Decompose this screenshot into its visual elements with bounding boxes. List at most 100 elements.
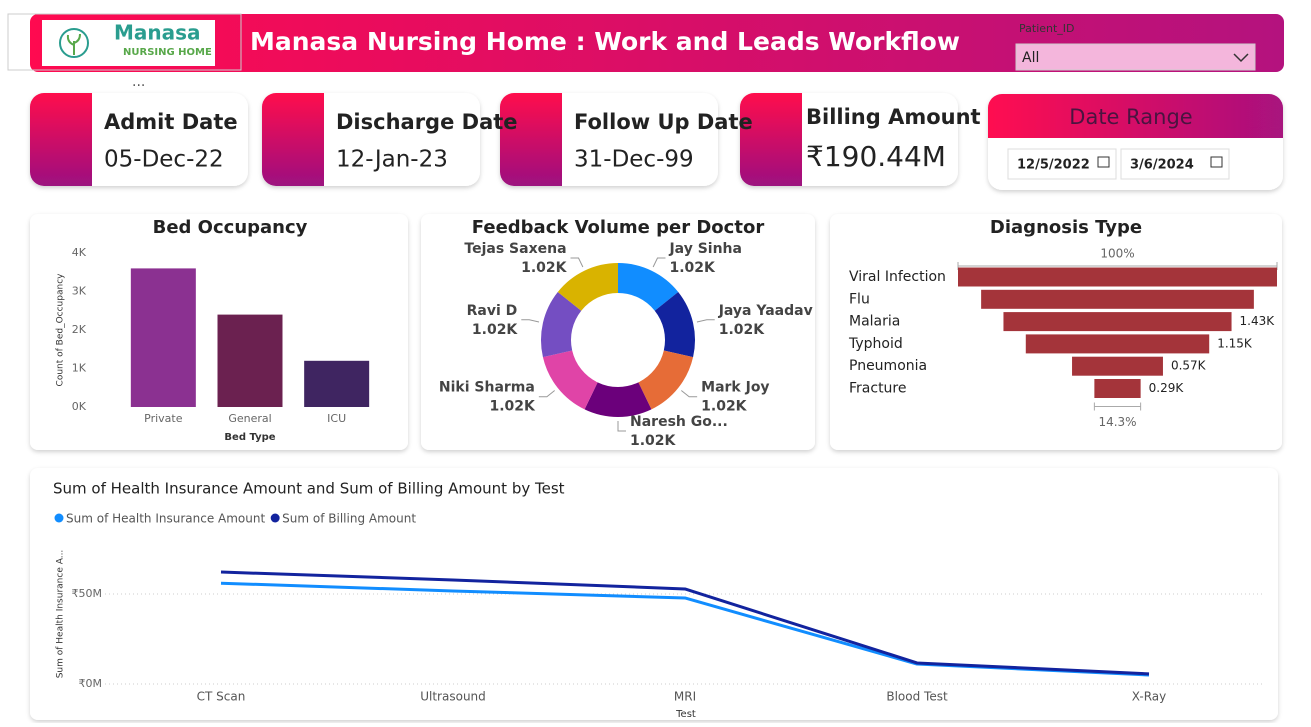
- slice-label: Naresh Go...: [630, 414, 728, 430]
- card-label: Follow Up Date: [574, 110, 753, 134]
- y-axis-label: Count of Bed_Occupancy: [56, 273, 66, 387]
- legend-marker: [54, 513, 64, 523]
- slice-label: Jaya Yaadav: [718, 303, 813, 319]
- slice: [540, 291, 582, 358]
- logo-name: Manasa: [114, 21, 201, 45]
- logo-frame: [7, 13, 242, 71]
- card-accent: [740, 93, 802, 186]
- funnel-bar: [981, 289, 1254, 309]
- calendar-icon: [1210, 156, 1223, 168]
- y-tick-label: 0K: [72, 400, 87, 413]
- y-tick-label: 4K: [72, 246, 87, 259]
- more-options[interactable]: ···: [132, 78, 145, 94]
- bar: [217, 314, 283, 407]
- slice: [618, 263, 679, 311]
- panel: [421, 214, 815, 450]
- leader-line: [521, 319, 540, 323]
- x-tick-label: Private: [144, 412, 183, 425]
- leader-line: [681, 390, 698, 398]
- funnel-bar: [1025, 334, 1210, 354]
- kpi-card: [740, 93, 958, 186]
- y-tick-label: ₹50M: [72, 587, 103, 600]
- series-line: [220, 570, 1150, 676]
- kpi-card: [500, 93, 718, 186]
- slicer-value: All: [1022, 50, 1039, 66]
- leader-line: [652, 257, 666, 268]
- funnel-top-label: 100%: [1100, 247, 1134, 261]
- card-label: Billing Amount: [806, 105, 981, 129]
- chart-title: Feedback Volume per Doctor: [472, 217, 765, 238]
- slice-value: 1.02K: [521, 260, 568, 276]
- legend-label: Sum of Billing Amount: [282, 512, 416, 526]
- slice-value: 1.02K: [719, 322, 766, 338]
- funnel-bar: [958, 267, 1277, 287]
- slicer-dropdown[interactable]: [1015, 43, 1256, 71]
- slice: [584, 382, 652, 417]
- slice-value: 1.02K: [701, 399, 748, 415]
- date-start: 12/5/2022: [1017, 158, 1090, 173]
- date-end: 3/6/2024: [1130, 158, 1194, 173]
- y-tick-label: 1K: [72, 362, 87, 375]
- slice-label: Tejas Saxena: [464, 241, 566, 257]
- category-label: Flu: [849, 291, 870, 307]
- logo-icon: [66, 33, 81, 55]
- x-axis-label: Bed Type: [224, 432, 275, 443]
- calendar-icon: [1097, 156, 1110, 168]
- y-axis-label: Sum of Health Insurance A...: [56, 550, 66, 679]
- logo-sub: NURSING HOME: [123, 47, 212, 58]
- y-tick-label: 2K: [72, 323, 87, 336]
- y-tick-label: ₹0M: [79, 677, 103, 690]
- funnel-bar: [1094, 379, 1141, 398]
- category-label: Malaria: [849, 314, 900, 330]
- kpi-card: [30, 93, 248, 186]
- slice-value: 1.02K: [489, 399, 536, 415]
- y-tick-label: 3K: [72, 285, 87, 298]
- slice-label: Jay Sinha: [668, 241, 742, 257]
- slice-label: Niki Sharma: [439, 380, 535, 396]
- x-tick-label: X-Ray: [1132, 690, 1166, 704]
- slice: [542, 350, 598, 410]
- leader-line: [538, 390, 555, 398]
- category-label: Fracture: [849, 381, 907, 397]
- leader-line: [696, 319, 715, 323]
- card-accent: [30, 93, 92, 186]
- funnel-bar: [1072, 356, 1163, 376]
- slice: [638, 350, 694, 410]
- funnel-bar: [1003, 312, 1232, 332]
- slice-label: Mark Joy: [701, 380, 769, 396]
- chart-title: Sum of Health Insurance Amount and Sum o…: [53, 480, 565, 498]
- slice: [557, 263, 618, 311]
- chevron: [1233, 53, 1249, 63]
- x-tick-label: General: [228, 412, 271, 425]
- slice-label: Ravi D: [467, 303, 518, 319]
- value-label: 0.29K: [1149, 381, 1185, 395]
- chart-title: Bed Occupancy: [153, 217, 308, 238]
- x-axis-label: Test: [675, 709, 696, 720]
- date-range-title: Date Range: [1069, 105, 1192, 129]
- bar: [304, 360, 370, 407]
- kpi-cards: [30, 93, 958, 186]
- bracket: [1093, 402, 1142, 411]
- slice-value: 1.02K: [630, 433, 677, 449]
- x-tick-label: ICU: [327, 412, 346, 425]
- card-label: Discharge Date: [336, 110, 518, 134]
- slicer-label: Patient_ID: [1019, 22, 1075, 35]
- card-accent: [262, 93, 324, 186]
- card-value: 05-Dec-22: [104, 147, 224, 173]
- kpi-card: [262, 93, 480, 186]
- slice-value: 1.02K: [669, 260, 716, 276]
- leader-line: [570, 257, 584, 268]
- x-tick-label: CT Scan: [197, 690, 246, 704]
- category-label: Pneumonia: [849, 358, 927, 374]
- value-label: 1.43K: [1240, 314, 1276, 328]
- logo-icon: [59, 28, 89, 58]
- leader-line: [617, 421, 626, 432]
- category-label: Typhoid: [848, 336, 903, 352]
- slice-value: 1.02K: [472, 322, 519, 338]
- legend-label: Sum of Health Insurance Amount: [66, 512, 265, 526]
- card-label: Admit Date: [104, 110, 238, 134]
- panel: [830, 214, 1282, 450]
- x-tick-label: Ultrasound: [420, 690, 486, 704]
- card-value: ₹190.44M: [806, 140, 946, 173]
